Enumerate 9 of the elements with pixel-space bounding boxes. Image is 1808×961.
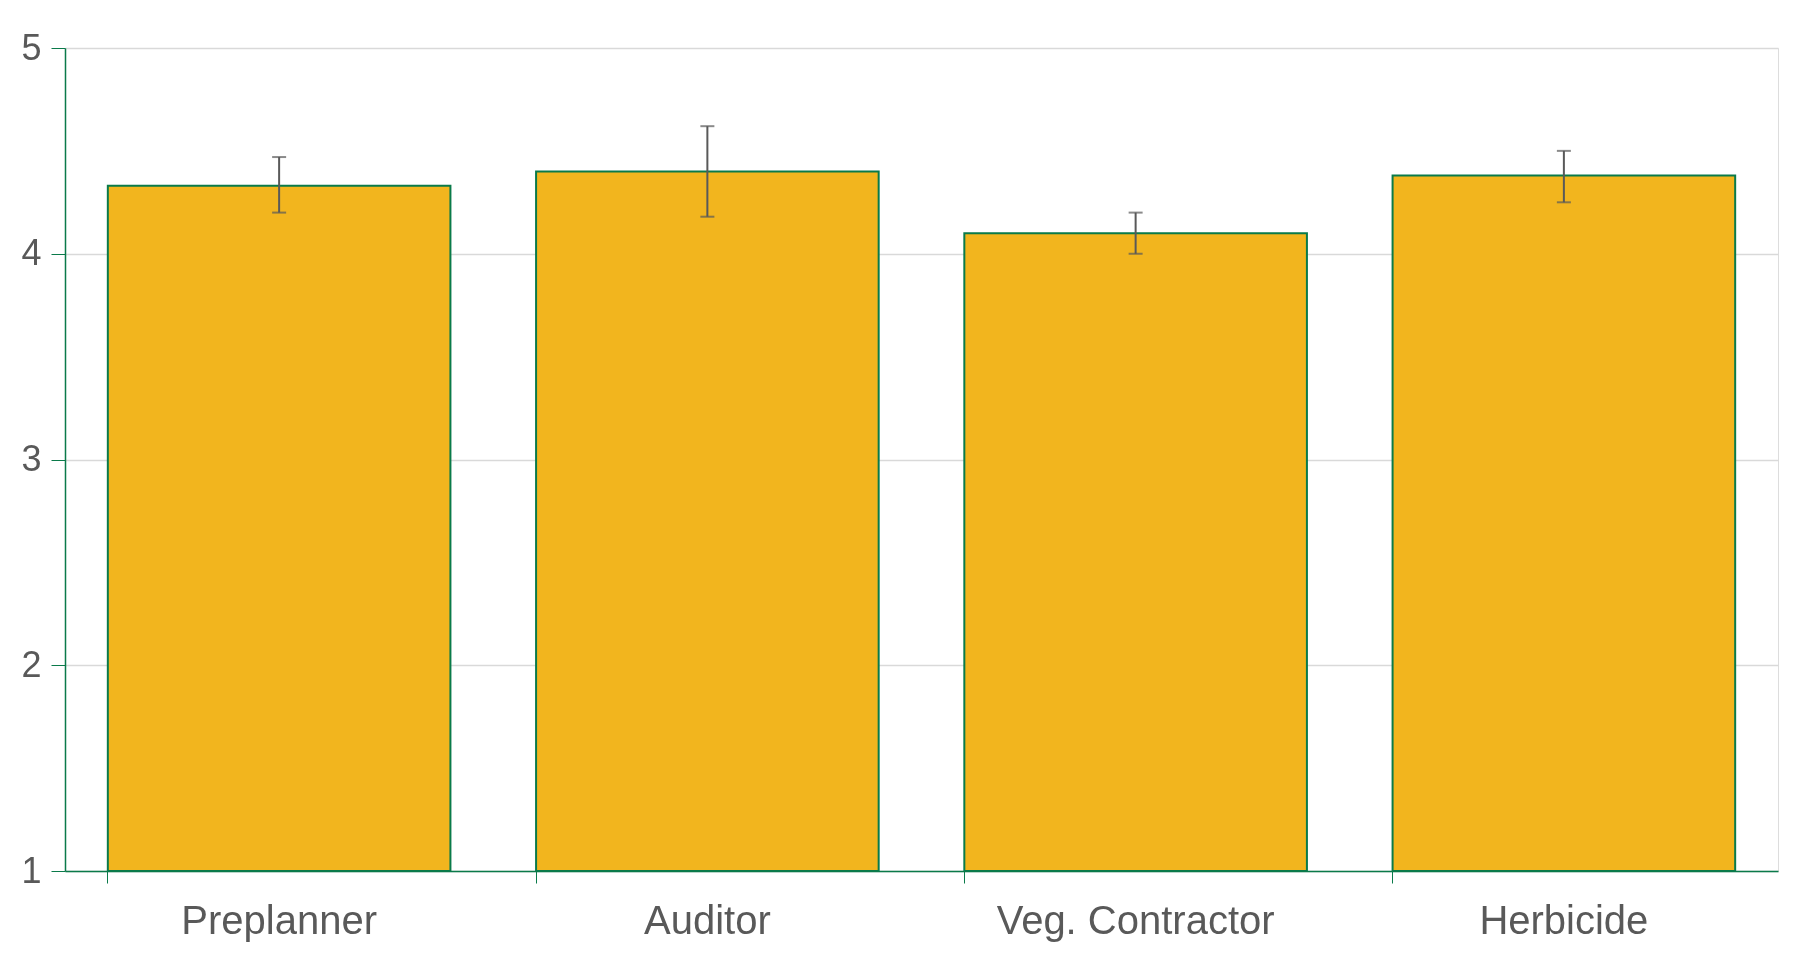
y-tick-label: 5 xyxy=(21,26,42,68)
y-tick-label: 4 xyxy=(21,232,42,274)
x-tick-label: Herbicide xyxy=(1479,897,1649,942)
x-tick-label: Preplanner xyxy=(181,897,377,942)
y-tick-label: 1 xyxy=(21,849,42,891)
x-tick-label: Veg. Contractor xyxy=(996,897,1275,942)
x-tick-label: Auditor xyxy=(644,897,771,942)
y-tick-label: 3 xyxy=(21,438,42,479)
y-tick-label: 2 xyxy=(21,643,42,685)
